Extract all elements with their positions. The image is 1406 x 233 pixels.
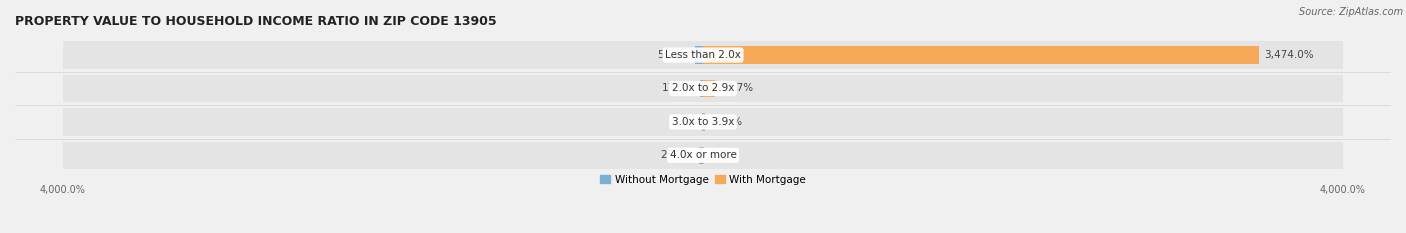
Text: PROPERTY VALUE TO HOUSEHOLD INCOME RATIO IN ZIP CODE 13905: PROPERTY VALUE TO HOUSEHOLD INCOME RATIO… (15, 15, 496, 28)
Text: 5.3%: 5.3% (671, 117, 697, 127)
Bar (703, 46, 1258, 64)
Text: 50.2%: 50.2% (657, 50, 690, 60)
Bar (695, 46, 703, 64)
Text: 2.0x to 2.9x: 2.0x to 2.9x (672, 83, 734, 93)
Text: 3,474.0%: 3,474.0% (1264, 50, 1313, 60)
Text: 12.6%: 12.6% (710, 117, 744, 127)
Text: 74.7%: 74.7% (720, 83, 754, 93)
Text: Source: ZipAtlas.com: Source: ZipAtlas.com (1299, 7, 1403, 17)
Bar (703, 80, 716, 97)
Text: 3.0x to 3.9x: 3.0x to 3.9x (672, 117, 734, 127)
Legend: Without Mortgage, With Mortgage: Without Mortgage, With Mortgage (596, 171, 810, 189)
Text: Less than 2.0x: Less than 2.0x (665, 50, 741, 60)
Text: 4.0x or more: 4.0x or more (669, 150, 737, 160)
Bar (703, 113, 704, 131)
Text: 17.0%: 17.0% (662, 83, 695, 93)
Bar (63, 142, 1343, 169)
Text: 25.2%: 25.2% (661, 150, 693, 160)
Text: 3.9%: 3.9% (709, 150, 735, 160)
Bar (63, 41, 1343, 69)
Bar (63, 75, 1343, 102)
Bar (699, 147, 703, 164)
Bar (63, 108, 1343, 136)
Bar (700, 80, 703, 97)
